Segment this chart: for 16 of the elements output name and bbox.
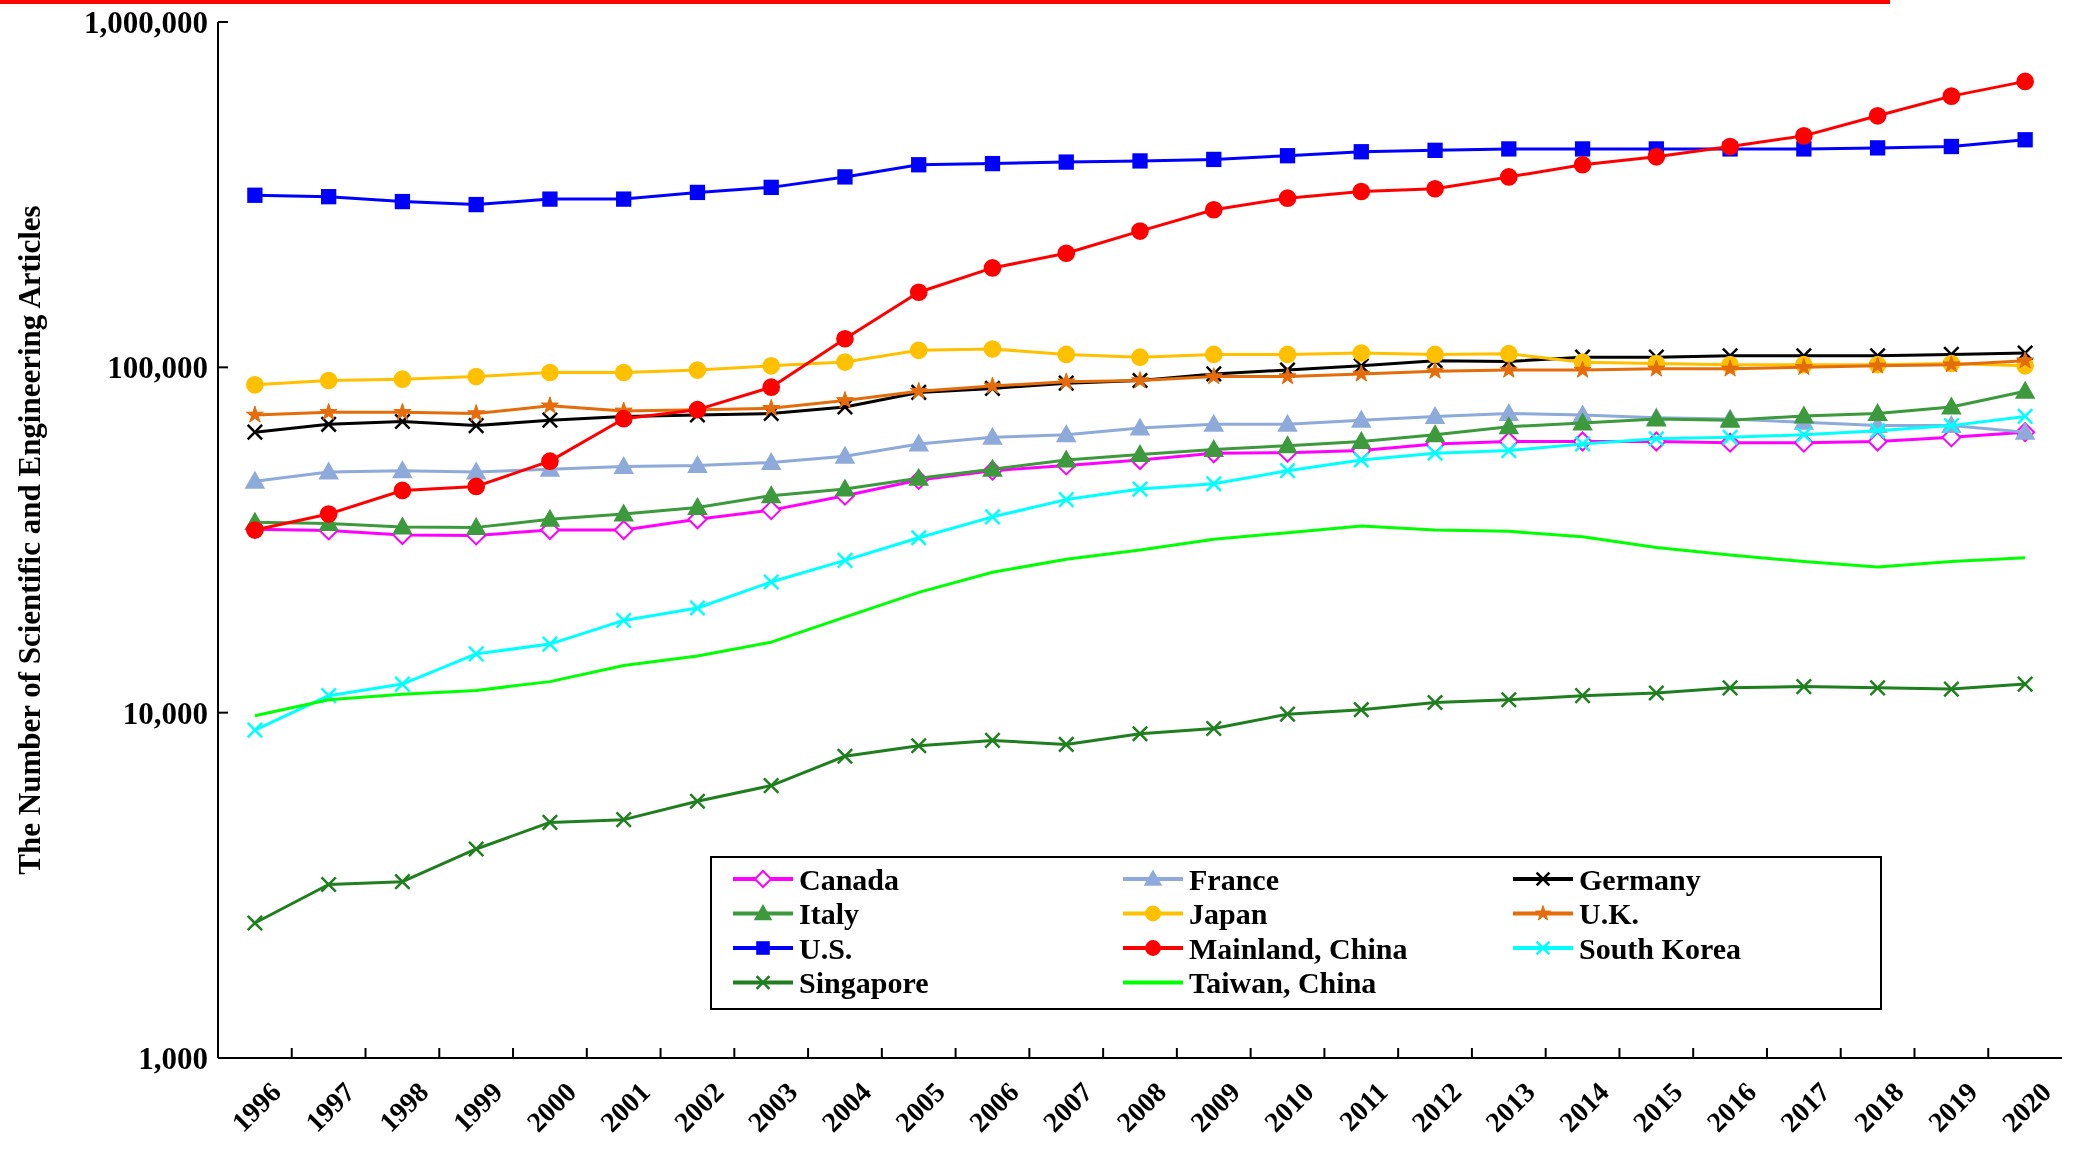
y-tick-label: 100,000	[107, 350, 208, 386]
legend-label: Mainland, China	[1189, 931, 1408, 965]
legend-label: France	[1189, 862, 1279, 896]
legend-label: U.S.	[799, 931, 853, 965]
y-axis-title: The Number of Scientific and Engineering Articles	[12, 205, 47, 875]
legend-label: Singapore	[799, 966, 929, 999]
legend-label: Taiwan, China	[1189, 966, 1377, 999]
legend-label: Canada	[799, 862, 900, 896]
legend-label: U.K.	[1579, 897, 1639, 930]
legend-label: Japan	[1189, 897, 1268, 930]
y-tick-label: 1,000,000	[84, 4, 208, 40]
y-tick-label: 10,000	[122, 695, 208, 731]
legend-label: Italy	[799, 897, 859, 930]
legend-label: Germany	[1579, 862, 1701, 896]
legend-label: South Korea	[1579, 931, 1741, 965]
y-tick-label: 1,000	[138, 1040, 208, 1076]
